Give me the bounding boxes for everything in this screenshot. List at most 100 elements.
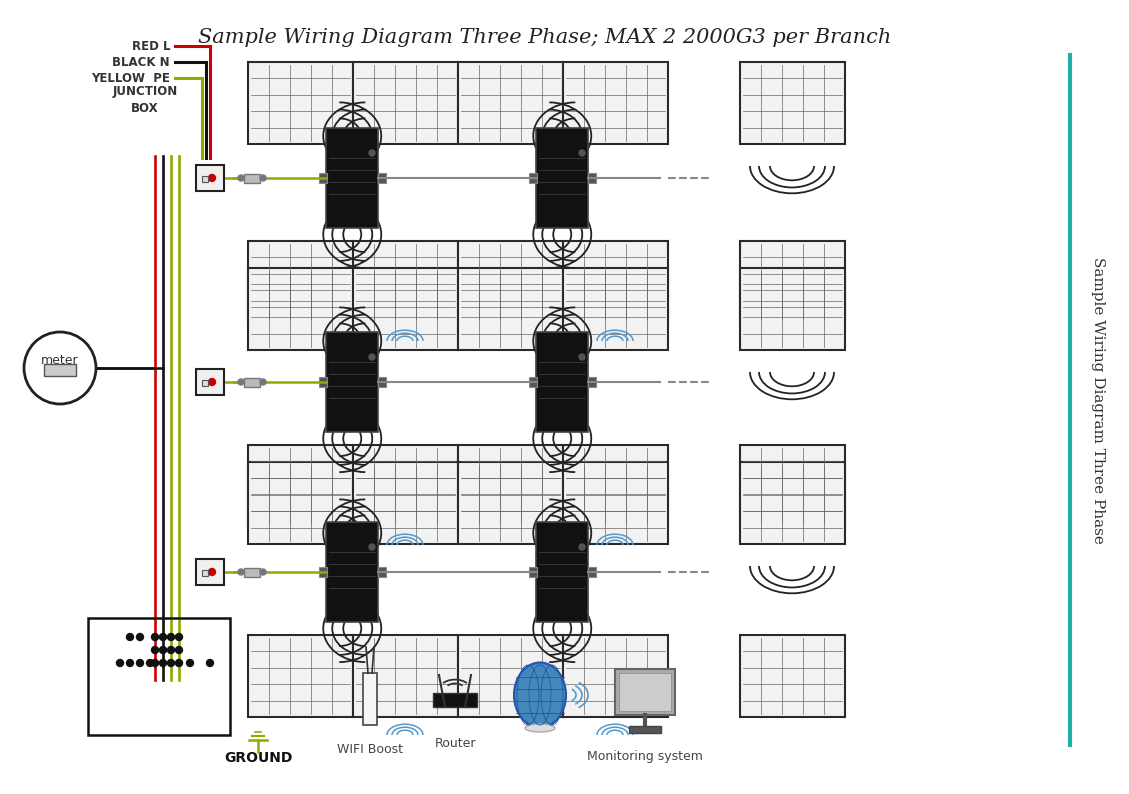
Circle shape [579,354,585,360]
Bar [247,62,352,144]
Bar [378,377,386,387]
Bar [457,62,562,144]
Bar [352,445,457,527]
Bar [536,128,588,228]
Circle shape [260,175,266,181]
Circle shape [159,634,166,641]
Circle shape [126,634,133,641]
Bar [202,570,208,576]
Text: meter: meter [41,353,79,367]
Bar [202,176,208,182]
Bar [457,241,562,323]
Bar [739,445,844,527]
Circle shape [369,354,375,360]
Circle shape [260,569,266,575]
Circle shape [369,150,375,156]
Circle shape [369,544,375,550]
Circle shape [137,660,143,666]
Circle shape [126,660,133,666]
Circle shape [147,660,154,666]
Bar [320,173,327,183]
Text: RED L: RED L [131,40,170,52]
Text: WIFI Boost: WIFI Boost [336,743,403,756]
Bar [320,377,327,387]
Circle shape [137,634,143,641]
Bar [739,462,844,544]
Bar [615,669,675,715]
Bar [457,445,562,527]
Text: Sample Wiring Diagram Three Phase; MAX 2 2000G3 per Branch: Sample Wiring Diagram Three Phase; MAX 2… [199,28,892,47]
Bar [378,567,386,577]
Bar [562,445,667,527]
Text: Router: Router [435,737,475,750]
Circle shape [209,379,216,386]
Circle shape [167,634,175,641]
Bar [457,635,562,717]
Circle shape [116,660,123,666]
Bar [326,128,378,228]
Text: YELLOW  PE: YELLOW PE [91,71,170,84]
Circle shape [167,660,175,666]
Bar [739,268,844,350]
Circle shape [24,332,96,404]
Bar [247,635,352,717]
Bar [530,567,537,577]
Circle shape [209,175,216,182]
Bar [619,673,671,711]
Circle shape [238,569,244,575]
Bar [588,377,596,387]
Bar [562,635,667,717]
Bar [364,673,377,725]
Bar [739,62,844,144]
Bar [326,522,378,622]
Bar [88,618,230,735]
Circle shape [260,379,266,385]
Bar [352,635,457,717]
Circle shape [175,634,183,641]
Circle shape [167,646,175,653]
Bar [247,268,352,350]
Bar [739,241,844,323]
Bar [562,62,667,144]
Bar [196,559,224,585]
Circle shape [151,634,158,641]
Bar [244,568,260,576]
Text: Sample Wiring Diagram Three Phase: Sample Wiring Diagram Three Phase [1091,256,1105,543]
Bar [562,241,667,323]
Bar [352,62,457,144]
Bar [196,369,224,395]
Text: JUNCTION
BOX: JUNCTION BOX [113,86,177,114]
Bar [530,173,537,183]
Bar [44,364,76,376]
Bar [457,462,562,544]
Bar [588,567,596,577]
Bar [629,726,660,733]
Bar [457,268,562,350]
Bar [530,377,537,387]
Bar [588,173,596,183]
Bar [739,635,844,717]
Text: Monitoring system: Monitoring system [587,750,703,763]
Circle shape [209,569,216,576]
Bar [196,165,224,191]
Bar [536,332,588,432]
Text: BLACK N: BLACK N [113,56,170,68]
Bar [562,268,667,350]
Circle shape [579,150,585,156]
Circle shape [579,544,585,550]
Bar [326,332,378,432]
Text: GROUND: GROUND [224,751,292,765]
Bar [562,462,667,544]
Bar [320,567,327,577]
Bar [202,380,208,386]
Bar [244,377,260,387]
Circle shape [175,660,183,666]
Circle shape [238,175,244,181]
Bar [352,268,457,350]
Circle shape [159,660,166,666]
Bar [434,693,476,707]
Circle shape [186,660,193,666]
Bar [247,241,352,323]
Circle shape [159,646,166,653]
Ellipse shape [525,724,555,732]
